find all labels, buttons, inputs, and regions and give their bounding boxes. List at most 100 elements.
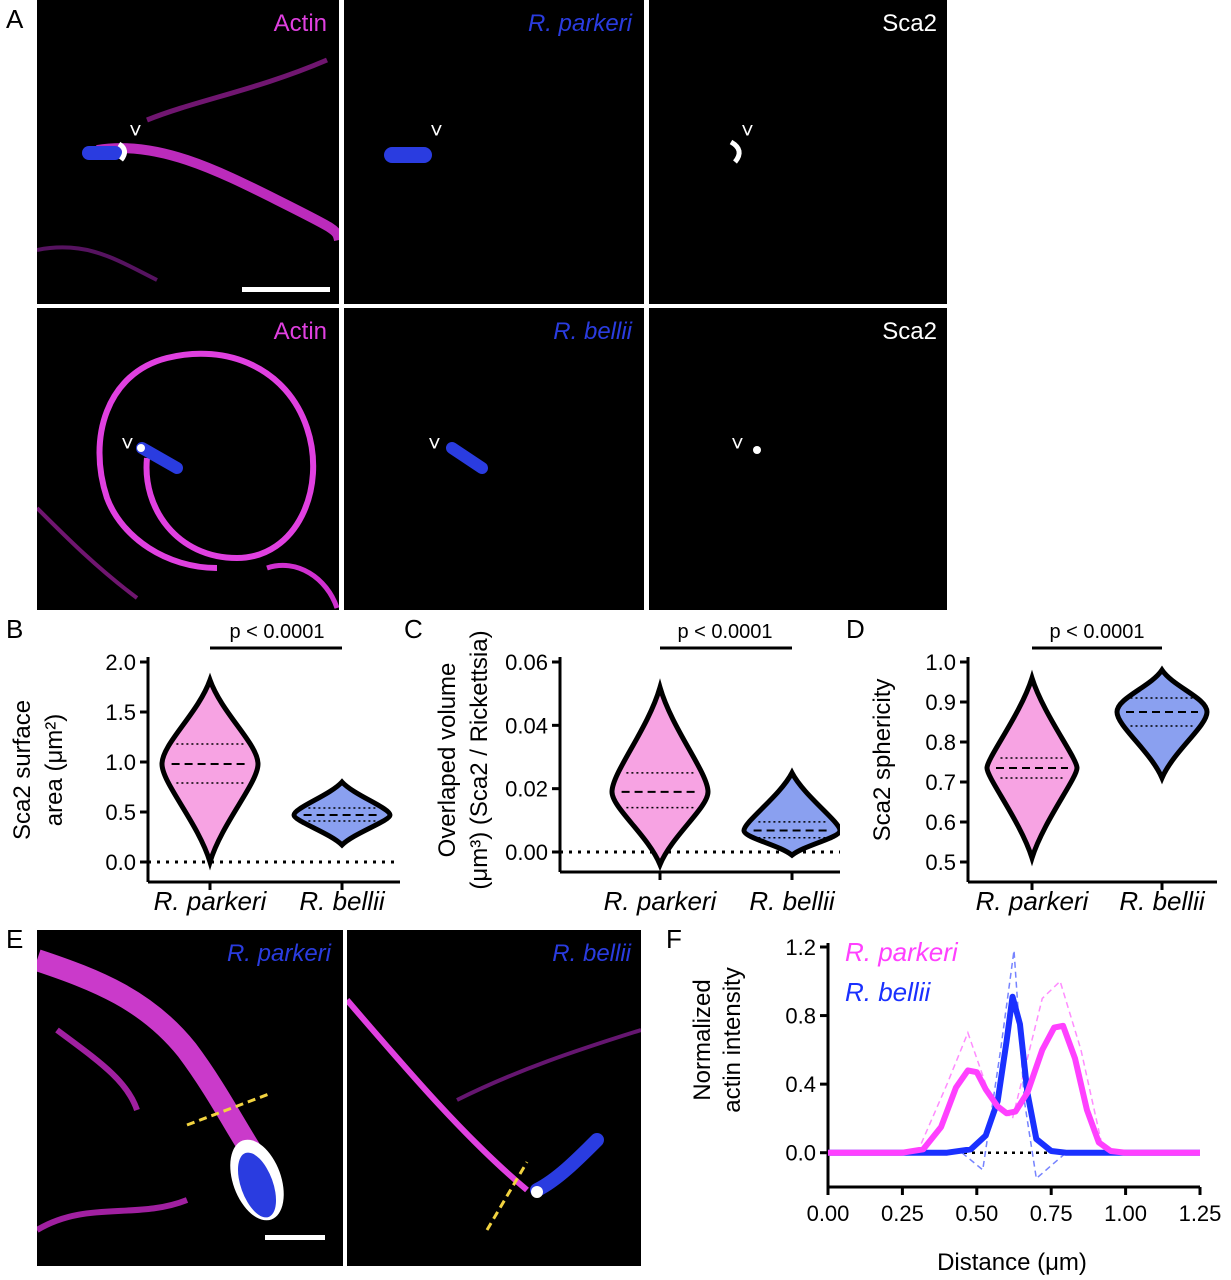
chart-c-violin-0 — [609, 678, 711, 872]
chart-c-ylabel-line2: (μm³) (Sca2 / Rickettsia) — [466, 630, 493, 889]
chart-c-plot — [552, 646, 840, 880]
chart-b-ytick-labels: 0.0 0.5 1.0 1.5 2.0 — [105, 650, 136, 875]
label-e-right: R. bellii — [552, 940, 631, 967]
chart-f-series-parkeri — [828, 1022, 1200, 1156]
chart-d-ytick-label-4: 0.9 — [925, 690, 956, 715]
micrograph-e-left-image — [37, 949, 325, 1240]
label-e-left: R. parkeri — [226, 940, 331, 967]
arrowhead-row1-bacteria: ˅ — [430, 118, 443, 143]
chart-d-ytick-label-1: 0.6 — [925, 810, 956, 835]
chart-f-plot — [828, 950, 1200, 1180]
chart-f-legend-2: R. bellii — [845, 977, 931, 1007]
chart-c-ytick-labels: 0.00 0.02 0.04 0.06 — [505, 650, 548, 865]
panel-letter-d: D — [846, 614, 865, 644]
micrograph-a-bacteria-row1-image — [384, 147, 432, 163]
arrowhead-row2-actin: ˅ — [121, 431, 134, 456]
chart-d-pvalue: p < 0.0001 — [1049, 621, 1144, 643]
micrograph-a-bacteria-row2-image — [446, 442, 488, 474]
chart-f-legend-1: R. parkeri — [845, 937, 959, 967]
chart-c-violin-1 — [741, 767, 840, 859]
chart-d-plot — [960, 646, 1217, 890]
micrograph-a-actin-row2-image — [37, 350, 339, 609]
panel-letter-b: B — [6, 614, 24, 644]
chart-b-violin-1 — [291, 778, 393, 849]
chart-d-ytick-label-2: 0.7 — [925, 770, 956, 795]
chart-b-ylabel-line2: area (μm²) — [41, 714, 68, 827]
chart-f-xtick-label-0: 0.00 — [807, 1201, 850, 1226]
chart-f-ytick-label-0: 0.0 — [785, 1141, 816, 1166]
chart-c-ytick-label-2: 0.04 — [505, 713, 548, 738]
micrograph-e-right: R. bellii — [347, 930, 641, 1266]
chart-f-xtick-label-2: 0.50 — [955, 1201, 998, 1226]
chart-d-xlabel-1: R. parkeri — [976, 886, 1090, 916]
label-bacteria-row2: R. bellii — [553, 318, 632, 345]
chart-c-pvalue: p < 0.0001 — [677, 621, 772, 643]
chart-b-ylabel-line1: Sca2 surface — [9, 700, 36, 840]
chart-b-violin-0 — [159, 672, 261, 871]
chart-b-pvalue: p < 0.0001 — [229, 621, 324, 643]
chart-f-ytick-label-1: 0.4 — [785, 1072, 816, 1097]
chart-f-trace-parkeri-faint — [916, 979, 1103, 1154]
micrograph-a-sca2-row1-image — [729, 139, 742, 164]
micrograph-a-actin-row2: Actin ˅ — [37, 308, 339, 610]
label-bacteria-row1: R. parkeri — [527, 10, 632, 37]
scale-bar-a — [242, 287, 330, 292]
chart-d-violin-1 — [1114, 665, 1210, 785]
chart-c-ytick-label-1: 0.02 — [505, 777, 548, 802]
chart-f-axes: 0.0 0.4 0.8 1.2 0.00 0.25 0.50 0.75 1.00 1.25 — [785, 935, 1221, 1226]
arrowhead-row1-actin: ˅ — [129, 118, 142, 143]
chart-f-xtick-label-4: 1.00 — [1104, 1201, 1147, 1226]
chart-b-plot — [140, 646, 400, 890]
micrograph-a-sca2-row1: Sca2 ˅ — [649, 0, 947, 304]
chart-f: Normalized actin intensity 0.00.40.81.20… — [689, 935, 1221, 1276]
chart-f-ylabel-line1: Normalized — [689, 979, 716, 1100]
chart-f-series-bellii — [828, 993, 1200, 1156]
chart-c-ytick-label-0: 0.00 — [505, 840, 548, 865]
chart-b-ytick-label-1: 0.5 — [105, 800, 136, 825]
micrograph-a-sca2-row2: Sca2 ˅ — [649, 308, 947, 610]
arrowhead-row2-sca2: ˅ — [731, 431, 744, 456]
chart-c-xlabel-1: R. parkeri — [604, 886, 718, 916]
arrowhead-row2-bacteria: ˅ — [428, 431, 441, 456]
label-actin-row2: Actin — [273, 318, 327, 345]
chart-b-xlabel-1: R. parkeri — [154, 886, 268, 916]
chart-d-ylabel: Sca2 sphericity — [869, 679, 896, 842]
chart-d-ytick-labels: 0.5 0.6 0.7 0.8 0.9 1.0 — [925, 650, 956, 875]
chart-d: Sca2 sphericity 0.5 0.6 0.7 0.8 0.9 1.0 p < 0… — [869, 621, 1217, 916]
chart-d-ytick-label-5: 1.0 — [925, 650, 956, 675]
chart-c-ylabel-line1: Overlaped volume — [434, 663, 461, 858]
chart-c-xlabel-2: R. bellii — [749, 886, 835, 916]
chart-d-xlabel-2: R. bellii — [1119, 886, 1205, 916]
chart-b-ytick-label-2: 1.0 — [105, 750, 136, 775]
micrograph-a-sca2-row2-image — [753, 446, 761, 454]
micrograph-a-actin-row1: Actin ˅ — [37, 0, 339, 304]
chart-b-ytick-label-3: 1.5 — [105, 700, 136, 725]
panel-letter-c: C — [404, 614, 423, 644]
chart-c: Overlaped volume (μm³) (Sca2 / Rickettsi… — [434, 621, 840, 916]
chart-f-xtick-label-3: 0.75 — [1030, 1201, 1073, 1226]
chart-f-xlabel: Distance (μm) — [937, 1249, 1087, 1276]
chart-d-violin-0 — [984, 669, 1080, 867]
panel-letter-a: A — [6, 4, 24, 34]
panel-letter-e: E — [6, 924, 24, 954]
chart-d-ytick-label-3: 0.8 — [925, 730, 956, 755]
chart-f-ylabel-line2: actin intensity — [719, 967, 746, 1112]
micrograph-a-actin-row1-image — [37, 57, 339, 282]
panel-letter-f: F — [666, 924, 682, 954]
chart-f-xtick-label-1: 0.25 — [881, 1201, 924, 1226]
chart-b-ytick-label-4: 2.0 — [105, 650, 136, 675]
chart-f-ytick-label-2: 0.8 — [785, 1004, 816, 1029]
micrograph-e-left: R. parkeri — [37, 930, 343, 1266]
chart-b: Sca2 surface area (μm²) 0.00.51.01.52.0 … — [9, 621, 400, 916]
chart-c-ytick-label-3: 0.06 — [505, 650, 548, 675]
arrowhead-row1-sca2: ˅ — [741, 118, 754, 143]
label-actin-row1: Actin — [273, 10, 327, 37]
chart-b-xlabel-2: R. bellii — [299, 886, 385, 916]
chart-b-ytick-label-0: 0.0 — [105, 850, 136, 875]
micrograph-e-right-image — [347, 998, 641, 1231]
chart-d-ytick-label-0: 0.5 — [925, 850, 956, 875]
micrograph-a-bacteria-row2: R. bellii ˅ — [344, 308, 644, 610]
label-sca2-row2: Sca2 — [882, 318, 937, 345]
chart-f-ytick-label-3: 1.2 — [785, 935, 816, 960]
chart-f-xtick-label-5: 1.25 — [1179, 1201, 1222, 1226]
